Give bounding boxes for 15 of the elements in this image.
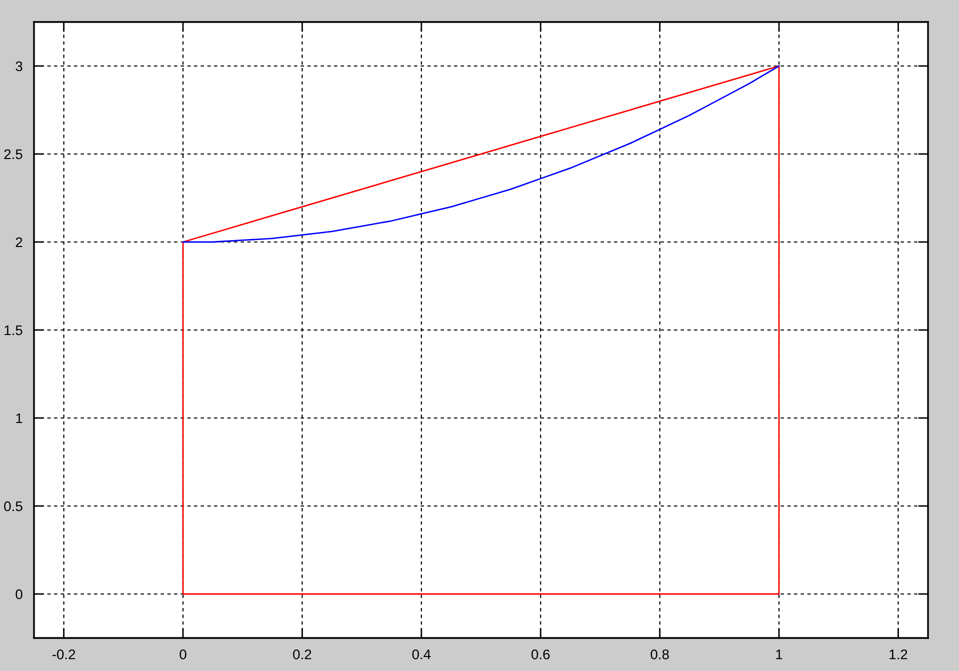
x-tick-label: 0.2 (293, 649, 312, 660)
x-tick-label: 0.6 (531, 649, 550, 660)
y-tick-label: 0 (16, 589, 22, 600)
y-tick-label: 2.5 (4, 149, 22, 160)
x-tick-label: 0.8 (650, 649, 669, 660)
y-tick-label: 3 (16, 61, 22, 72)
x-tick-label: 1.2 (890, 649, 908, 660)
y-tick-label: 0.5 (4, 501, 22, 512)
y-tick-label: 1.5 (4, 325, 22, 336)
x-tick-label: 0 (180, 649, 186, 660)
y-tick-label: 1 (16, 413, 22, 424)
x-tick-label: -0.2 (52, 649, 76, 660)
y-tick-label: 2 (16, 237, 22, 248)
x-tick-label: 1 (776, 650, 782, 660)
x-tick-label: 0.4 (412, 649, 431, 660)
